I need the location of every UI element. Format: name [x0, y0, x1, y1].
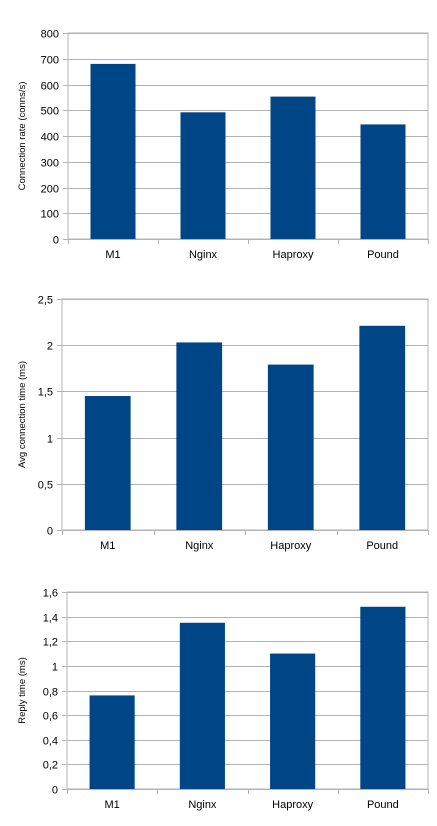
y-tick-label: 0 [47, 526, 53, 538]
x-tick-label: Pound [366, 540, 398, 552]
y-axis-label: Connection rate (conns/s) [17, 82, 28, 191]
y-tick-label: 500 [41, 106, 59, 118]
connection-rate-chart: 0 100 200 300 400 500 600 700 800 M1 Nginx Haproxy P… [0, 0, 437, 275]
x-tick-label: Nginx [189, 249, 218, 261]
y-axis-label: Reply time (ms) [17, 657, 28, 724]
bar-pound [359, 325, 406, 530]
y-tick-label: 1,5 [38, 387, 53, 399]
y-tick-label: 600 [41, 81, 59, 93]
bar-nginx [180, 112, 226, 239]
bar-m1 [89, 695, 135, 789]
reply-time-chart: 0 0,2 0,4 0,6 0,8 1 1,2 1,4 1,6 M1 Nginx Haproxy Pou… [0, 580, 437, 826]
bar-haproxy [267, 364, 314, 530]
bar-pound [360, 124, 406, 239]
x-tick-label: Haproxy [272, 799, 313, 811]
y-tick-label: 200 [41, 184, 59, 196]
y-tick-label: 0,2 [43, 760, 58, 772]
bar-nginx [179, 622, 225, 789]
y-tick-label: 400 [41, 132, 59, 144]
chart-svg: 0 0,5 1 1,5 2 2,5 M1 Nginx Haproxy Pound Avg conne… [17, 295, 429, 552]
y-tick-label: 1 [52, 662, 58, 674]
y-tick-label: 0 [53, 235, 59, 247]
x-tick-label: M1 [104, 799, 119, 811]
y-tick-label: 0,5 [38, 480, 53, 492]
y-tick-label: 0,4 [43, 736, 58, 748]
x-tick-label: M1 [105, 249, 120, 261]
bar-m1 [84, 396, 131, 530]
bar-haproxy [270, 96, 316, 239]
y-tick-label: 2,5 [38, 295, 53, 307]
y-axis-label: Avg connection time (ms) [17, 361, 28, 468]
bar-m1 [90, 63, 136, 240]
chart-svg: 0 0,2 0,4 0,6 0,8 1 1,2 1,4 1,6 M1 Nginx Haproxy Pou… [17, 588, 429, 811]
x-tick-label: Pound [367, 249, 399, 261]
y-tick-label: 1,2 [43, 637, 58, 649]
x-tick-label: Nginx [188, 799, 217, 811]
y-tick-label: 300 [41, 158, 59, 170]
y-tick-label: 0 [52, 785, 58, 797]
y-tick-label: 1,6 [43, 588, 58, 600]
x-tick-label: M1 [100, 540, 115, 552]
y-tick-label: 0,8 [43, 687, 58, 699]
bar-pound [360, 606, 406, 789]
y-tick-label: 800 [41, 29, 59, 41]
chart-svg: 0 100 200 300 400 500 600 700 800 M1 Nginx Haproxy P… [17, 29, 429, 261]
y-tick-label: 100 [41, 209, 59, 221]
y-tick-label: 700 [41, 55, 59, 67]
y-tick-label: 1,4 [43, 613, 58, 625]
x-tick-label: Pound [367, 799, 399, 811]
bar-nginx [176, 342, 223, 530]
x-tick-label: Haproxy [270, 540, 311, 552]
y-tick-label: 2 [47, 341, 53, 353]
x-tick-label: Haproxy [273, 249, 314, 261]
x-tick-label: Nginx [185, 540, 214, 552]
bar-haproxy [270, 653, 316, 789]
y-tick-label: 1 [47, 434, 53, 446]
y-tick-label: 0,6 [43, 711, 58, 723]
avg-connection-time-chart: 0 0,5 1 1,5 2 2,5 M1 Nginx Haproxy Pound Avg conne… [0, 285, 437, 565]
